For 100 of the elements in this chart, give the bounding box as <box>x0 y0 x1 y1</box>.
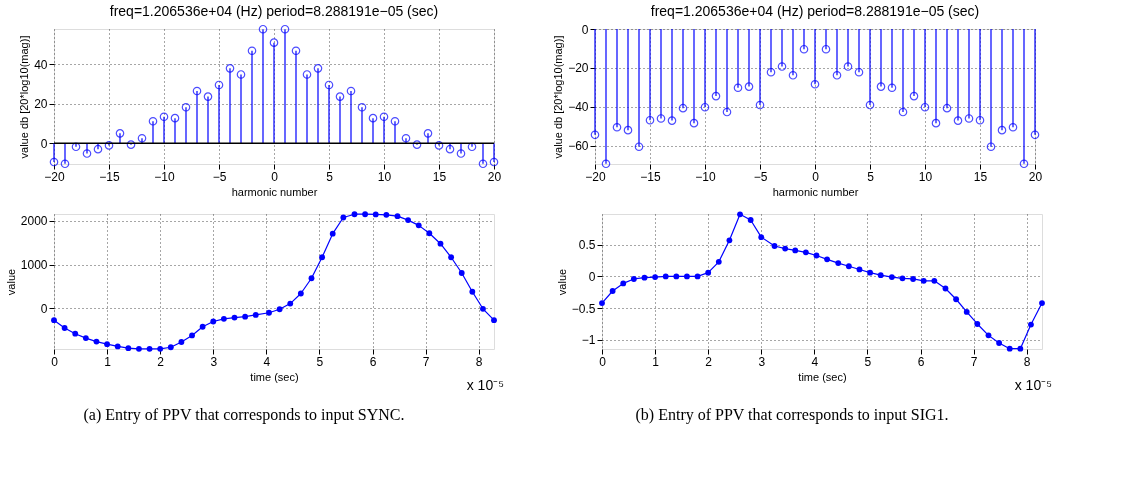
point <box>456 149 466 158</box>
text: x 10⁻⁵ <box>1014 377 1052 393</box>
point <box>394 213 401 220</box>
point <box>799 44 809 54</box>
point <box>964 114 974 123</box>
point <box>845 263 852 270</box>
point <box>986 142 996 151</box>
point <box>104 141 114 150</box>
point <box>766 67 776 77</box>
y-tick-label: 2000 <box>20 214 48 229</box>
point <box>148 117 158 126</box>
point <box>694 273 701 280</box>
point <box>898 107 908 117</box>
point <box>609 288 616 294</box>
point <box>726 237 733 244</box>
point <box>469 288 476 295</box>
y-axis-title: value <box>555 268 568 296</box>
point <box>93 338 100 345</box>
x-tick-label: 10 <box>918 169 933 184</box>
point <box>437 240 444 247</box>
point <box>136 345 142 352</box>
point <box>423 129 433 138</box>
point <box>854 67 864 77</box>
point <box>1006 345 1013 352</box>
point <box>231 314 238 321</box>
x-tick-label: −10 <box>695 169 716 184</box>
x-tick-label: 0 <box>51 354 59 369</box>
point <box>71 142 81 152</box>
y-tick-label: 0.5 <box>578 238 596 253</box>
point <box>115 129 125 138</box>
point <box>843 62 853 71</box>
point <box>623 125 633 135</box>
x-tick-label: −15 <box>640 169 661 184</box>
point <box>1008 122 1018 132</box>
point <box>458 270 465 276</box>
point <box>700 102 710 112</box>
point <box>689 118 699 128</box>
chart-title: freq=1.206536e+04 (Hz) period=8.288191e−05 (sec) <box>650 3 980 19</box>
point <box>744 82 754 91</box>
point <box>225 64 235 73</box>
y-tick-label: −40 <box>568 100 589 115</box>
point <box>888 274 895 280</box>
point <box>782 245 789 252</box>
point <box>824 256 831 263</box>
point <box>199 323 206 330</box>
point <box>192 86 202 96</box>
point <box>599 300 605 306</box>
point <box>210 318 217 325</box>
y-axis-title: value db [20*log10(mag)] <box>18 35 31 159</box>
point <box>997 125 1007 135</box>
point <box>329 230 336 237</box>
point <box>313 64 323 73</box>
x-tick-label: 6 <box>369 354 377 369</box>
point <box>60 159 70 169</box>
point <box>667 116 677 125</box>
point <box>1028 321 1034 328</box>
point <box>867 269 874 276</box>
point <box>448 254 455 261</box>
point <box>269 38 279 47</box>
point <box>877 272 884 279</box>
point <box>346 86 356 96</box>
x-axis-title: time (sec) <box>798 370 847 383</box>
x-tick-label: 5 <box>864 354 872 369</box>
point <box>308 275 315 282</box>
y-tick-label: −60 <box>568 139 589 154</box>
point <box>645 115 655 125</box>
point <box>302 70 312 79</box>
point <box>49 157 59 167</box>
point <box>489 157 499 167</box>
point <box>612 122 622 132</box>
point <box>910 276 917 282</box>
y-tick-label: 40 <box>34 57 48 72</box>
x-tick-label: 15 <box>432 169 447 184</box>
point <box>280 24 290 34</box>
point <box>72 330 79 337</box>
x-tick-label: 8 <box>1023 354 1031 369</box>
point <box>996 340 1003 346</box>
x-tick-label: 20 <box>1028 169 1043 184</box>
line-series <box>599 211 1045 352</box>
point <box>771 243 778 249</box>
point <box>705 269 712 276</box>
point <box>1030 130 1040 140</box>
point <box>390 117 400 126</box>
y-tick-label: −1 <box>581 333 596 348</box>
point <box>1039 300 1045 306</box>
point <box>297 290 304 297</box>
point <box>942 103 952 113</box>
point <box>1019 159 1029 169</box>
point <box>426 230 433 237</box>
y-axis-title: value <box>4 268 17 296</box>
point <box>114 343 121 350</box>
point <box>777 62 787 71</box>
text: (b) Entry of PPV that corresponds to input SIG1. <box>635 406 949 424</box>
x-tick-label: 5 <box>867 169 875 184</box>
x-tick-label: 1 <box>104 354 112 369</box>
point <box>722 107 732 117</box>
point <box>220 315 227 322</box>
x-tick-label: 0 <box>812 169 820 184</box>
point <box>491 317 497 324</box>
point <box>276 306 283 313</box>
